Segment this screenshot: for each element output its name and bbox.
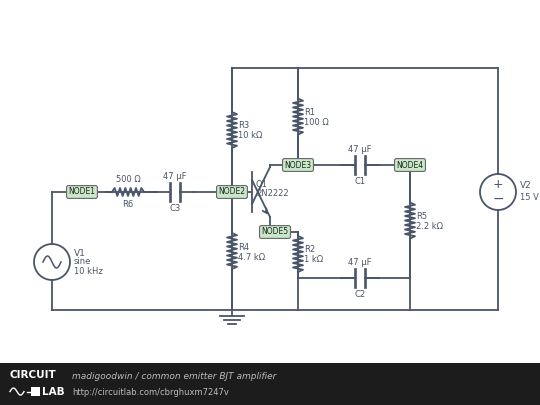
Text: +: + xyxy=(492,179,503,192)
Text: NODE4: NODE4 xyxy=(396,160,423,170)
Text: http://circuitlab.com/cbrghuxm7247v: http://circuitlab.com/cbrghuxm7247v xyxy=(72,388,229,397)
Text: NODE2: NODE2 xyxy=(219,188,246,196)
Text: R5: R5 xyxy=(416,212,427,221)
Text: 47 μF: 47 μF xyxy=(348,258,372,267)
Text: 15 V: 15 V xyxy=(520,194,539,202)
Text: 47 μF: 47 μF xyxy=(348,145,372,154)
Text: R4: R4 xyxy=(238,243,249,252)
Bar xyxy=(0,363,540,405)
Text: R6: R6 xyxy=(123,200,133,209)
Text: 10 kHz: 10 kHz xyxy=(74,266,103,275)
Text: 500 Ω: 500 Ω xyxy=(116,175,140,184)
Text: 1 kΩ: 1 kΩ xyxy=(304,256,323,264)
Text: C3: C3 xyxy=(170,204,180,213)
Text: R2: R2 xyxy=(304,245,315,254)
Text: NODE5: NODE5 xyxy=(261,228,288,237)
Text: V1: V1 xyxy=(74,249,86,258)
Text: 2.2 kΩ: 2.2 kΩ xyxy=(416,222,443,231)
Text: −: − xyxy=(492,192,504,206)
Text: Q1: Q1 xyxy=(256,179,268,188)
Text: sine: sine xyxy=(74,258,91,266)
Bar xyxy=(31,387,40,396)
Text: V2: V2 xyxy=(520,181,532,190)
Text: 10 kΩ: 10 kΩ xyxy=(238,132,262,141)
Text: 4.7 kΩ: 4.7 kΩ xyxy=(238,252,265,262)
Text: R1: R1 xyxy=(304,108,315,117)
Text: LAB: LAB xyxy=(42,386,65,396)
Text: 2N2222: 2N2222 xyxy=(256,190,288,198)
Text: CIRCUIT: CIRCUIT xyxy=(10,370,57,380)
Text: NODE1: NODE1 xyxy=(69,188,96,196)
Text: 47 μF: 47 μF xyxy=(163,172,187,181)
Text: 100 Ω: 100 Ω xyxy=(304,118,329,127)
Text: NODE3: NODE3 xyxy=(285,160,312,170)
Text: R3: R3 xyxy=(238,122,249,130)
Text: C1: C1 xyxy=(354,177,366,186)
Text: C2: C2 xyxy=(354,290,366,299)
Text: madigoodwin / common emitter BJT amplifier: madigoodwin / common emitter BJT amplifi… xyxy=(72,372,276,381)
